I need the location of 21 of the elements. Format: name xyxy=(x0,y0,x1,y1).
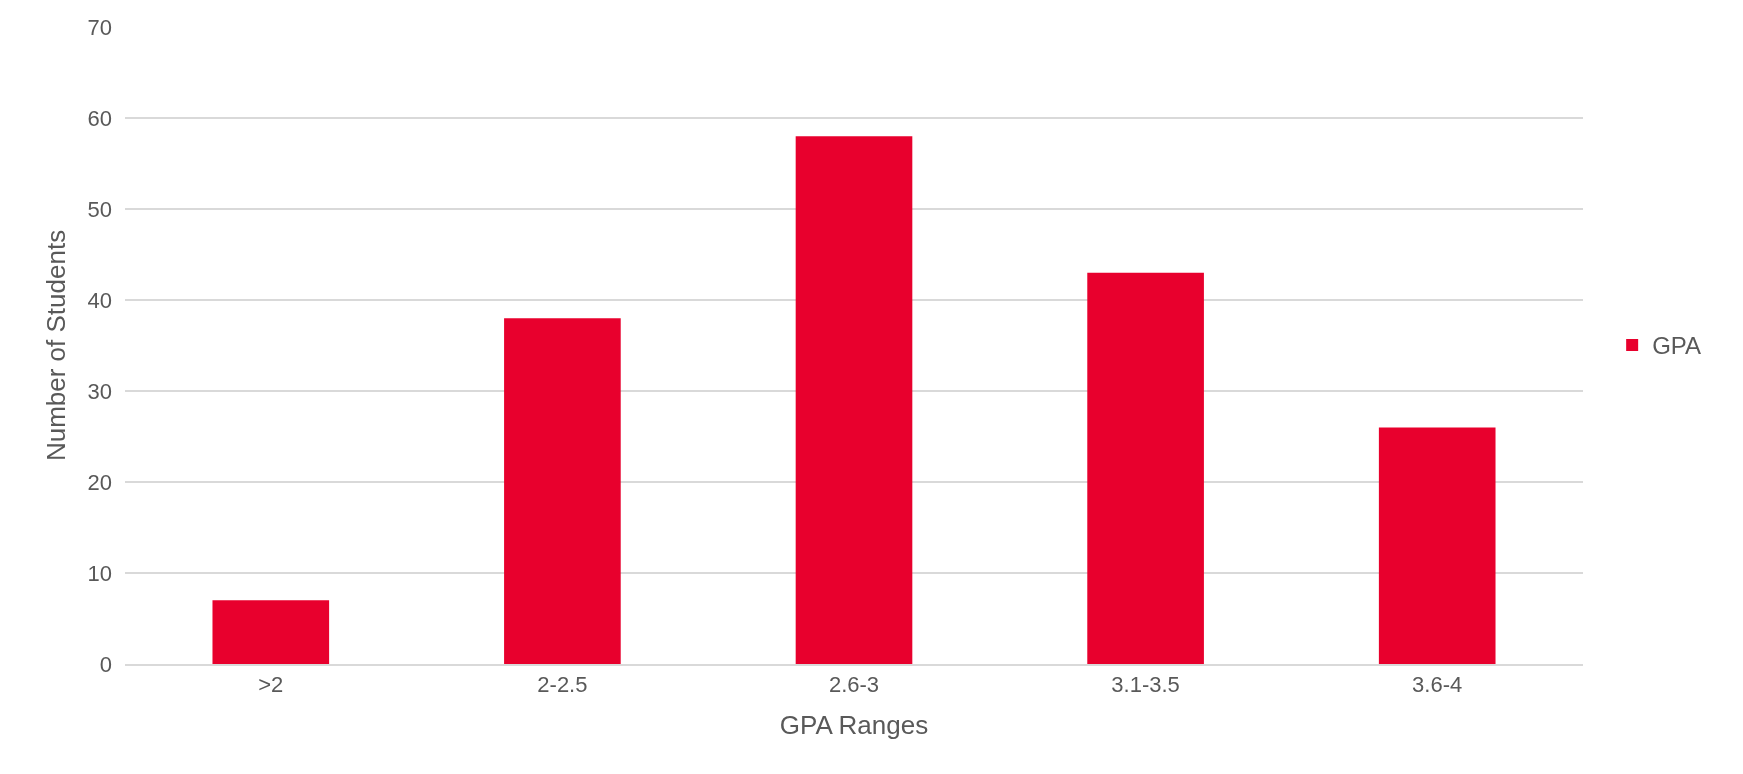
y-tick-label: 60 xyxy=(87,105,112,131)
x-tick-label: 3.6-4 xyxy=(1412,672,1463,698)
x-tick-label: 3.1-3.5 xyxy=(1111,672,1180,698)
legend-label: GPA xyxy=(1652,332,1702,360)
bar xyxy=(795,136,913,664)
bar xyxy=(1087,272,1204,664)
x-tick-label: 2.6-3 xyxy=(828,672,880,698)
bar xyxy=(1378,427,1496,664)
y-tick-label: 40 xyxy=(87,287,112,313)
y-tick-label: 0 xyxy=(99,651,112,677)
bar xyxy=(212,600,330,664)
x-tick-label: >2 xyxy=(258,672,284,698)
y-tick-label: 30 xyxy=(87,378,112,404)
y-tick-label: 50 xyxy=(87,196,112,222)
bar xyxy=(504,318,621,664)
y-axis-title: Number of Students xyxy=(40,229,71,462)
x-axis-title: GPA Ranges xyxy=(779,710,929,741)
x-tick-label: 2-2.5 xyxy=(537,672,588,698)
y-tick-label: 70 xyxy=(87,14,112,40)
y-tick-label: 20 xyxy=(87,469,112,495)
y-tick-label: 10 xyxy=(87,560,112,586)
